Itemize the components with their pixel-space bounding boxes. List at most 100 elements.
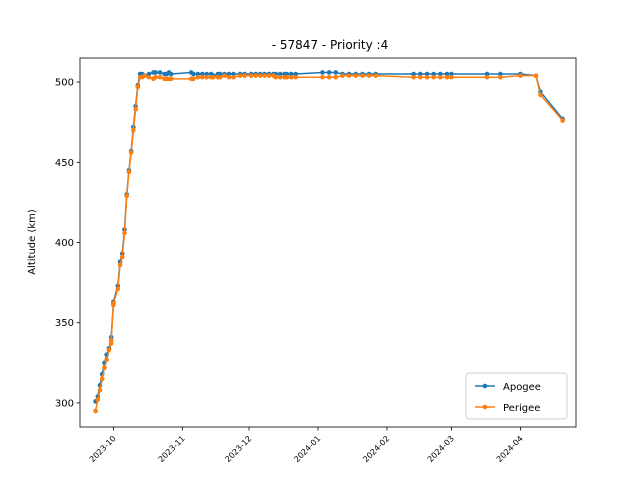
apogee-point xyxy=(411,71,416,77)
perigee-point xyxy=(262,73,267,78)
legend-apogee-marker xyxy=(482,383,488,389)
perigee-point xyxy=(284,74,290,80)
perigee-point xyxy=(217,74,223,80)
perigee-point xyxy=(266,73,272,78)
legend-apogee-label: Apogee xyxy=(503,382,541,393)
perigee-point xyxy=(191,76,196,82)
perigee-point xyxy=(293,74,299,80)
perigee-point xyxy=(157,74,163,80)
perigee-point xyxy=(135,84,141,90)
perigee-point xyxy=(431,74,436,80)
apogee-point xyxy=(195,71,201,77)
perigee-point xyxy=(102,365,107,370)
plot-series xyxy=(93,70,565,414)
apogee-point xyxy=(153,70,158,75)
perigee-point xyxy=(484,74,490,80)
perigee-point xyxy=(117,262,123,268)
perigee-point xyxy=(353,73,359,78)
perigee-point xyxy=(95,397,101,403)
perigee-point xyxy=(277,74,283,80)
perigee-point xyxy=(204,74,210,80)
apogee-point xyxy=(277,71,283,77)
perigee-point xyxy=(326,74,332,80)
perigee-point xyxy=(168,76,174,82)
perigee-point xyxy=(438,74,443,80)
perigee-point xyxy=(518,73,523,78)
perigee-point xyxy=(373,73,379,78)
perigee-point xyxy=(93,408,98,414)
y-tick-label: 350 xyxy=(55,318,74,329)
y-tick-label: 450 xyxy=(55,158,74,169)
apogee-point xyxy=(289,71,294,77)
perigee-point xyxy=(111,301,116,306)
perigee-point xyxy=(126,169,132,175)
apogee-point xyxy=(146,71,152,77)
perigee-point xyxy=(257,73,263,78)
perigee-point xyxy=(498,74,503,80)
apogee-point xyxy=(217,71,223,77)
apogee-point xyxy=(449,71,454,77)
perigee-point xyxy=(97,387,103,393)
perigee-point xyxy=(346,73,352,78)
perigee-point xyxy=(108,341,114,346)
perigee-point xyxy=(424,74,430,80)
chart-title: - 57847 - Priority :4 xyxy=(272,38,388,52)
perigee-point xyxy=(122,230,127,236)
perigee-point xyxy=(289,74,294,80)
apogee-point xyxy=(168,71,174,77)
perigee-point xyxy=(360,73,365,78)
apogee-point xyxy=(484,71,490,77)
perigee-point xyxy=(222,73,227,78)
apogee-point xyxy=(284,71,290,77)
apogee-point xyxy=(191,71,196,77)
legend-perigee-marker xyxy=(482,404,488,410)
perigee-point xyxy=(273,74,279,80)
perigee-point xyxy=(124,193,130,199)
perigee-point xyxy=(226,74,232,80)
perigee-point xyxy=(200,74,205,80)
perigee-point xyxy=(237,73,243,78)
perigee-point xyxy=(340,73,345,78)
apogee-point xyxy=(200,71,205,77)
perigee-point xyxy=(128,150,134,155)
perigee-point xyxy=(106,347,112,353)
apogee-point xyxy=(424,71,430,77)
legend-perigee-label: Perigee xyxy=(503,403,540,414)
perigee-point xyxy=(231,74,236,80)
perigee-point xyxy=(248,73,254,78)
perigee-point xyxy=(320,74,325,80)
apogee-point xyxy=(438,71,443,77)
perigee-point xyxy=(131,127,136,133)
perigee-point xyxy=(449,74,454,80)
perigee-point xyxy=(538,92,543,98)
apogee-point xyxy=(157,70,163,75)
perigee-point xyxy=(146,74,152,80)
perigee-point xyxy=(119,254,125,260)
apogee-point xyxy=(444,71,450,77)
perigee-point xyxy=(153,74,158,80)
apogee-point xyxy=(293,71,299,77)
perigee-point xyxy=(533,73,539,78)
perigee-point xyxy=(333,74,339,80)
apogee-point xyxy=(231,71,236,77)
perigee-point xyxy=(253,73,259,78)
apogee-point xyxy=(320,70,325,75)
apogee-point xyxy=(204,71,210,77)
perigee-point xyxy=(142,73,147,78)
apogee-point xyxy=(326,70,332,75)
y-axis-label: Altitude (km) xyxy=(27,209,38,275)
apogee-point xyxy=(418,71,423,77)
apogee-point xyxy=(431,71,436,77)
apogee-point xyxy=(498,71,503,77)
perigee-point xyxy=(108,338,114,343)
legend: Apogee Perigee xyxy=(465,372,568,420)
perigee-point xyxy=(133,107,138,112)
apogee-point xyxy=(226,71,232,77)
perigee-point xyxy=(115,286,121,292)
perigee-point xyxy=(366,73,372,78)
y-tick-label: 400 xyxy=(55,238,74,249)
perigee-point xyxy=(418,74,423,80)
perigee-point xyxy=(104,357,109,362)
y-tick-label: 500 xyxy=(55,78,74,89)
